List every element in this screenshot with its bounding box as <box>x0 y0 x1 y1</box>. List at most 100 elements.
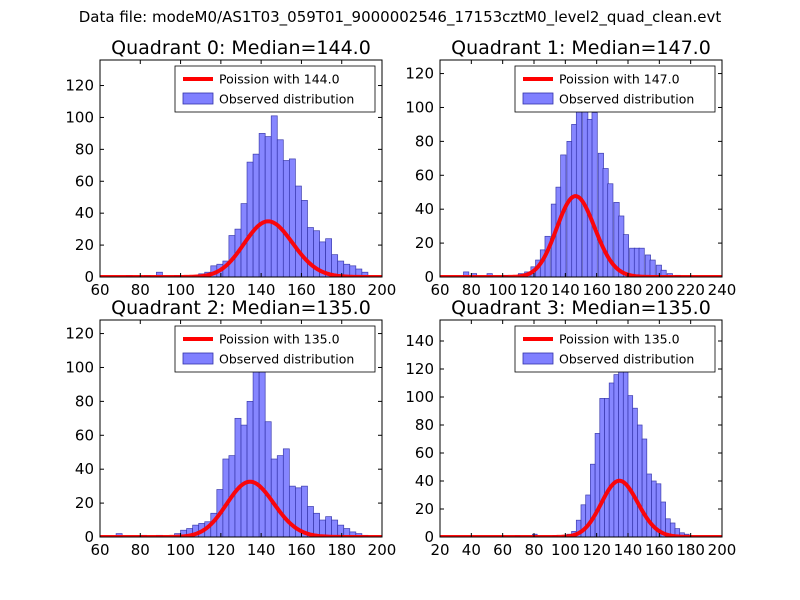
x-tick-label: 100 <box>551 541 580 559</box>
histogram-bar <box>599 398 605 537</box>
y-tick-label: 80 <box>75 392 94 410</box>
quadrant-0-chart: Quadrant 0: Median=144.0 60 80 100 120 140 160… <box>65 37 402 300</box>
histogram-bar <box>246 401 254 537</box>
legend-poisson-label: Poission with 135.0 <box>559 332 680 347</box>
x-tick-label: 60 <box>90 541 109 559</box>
histogram-bar <box>295 185 302 277</box>
histogram-bar <box>637 424 643 537</box>
histogram-bar <box>234 417 242 537</box>
y-tick-label: 20 <box>75 236 94 254</box>
histogram-bar <box>331 519 339 537</box>
y-tick-label: 60 <box>415 166 434 184</box>
x-tick-label: 200 <box>708 541 737 559</box>
histogram-bar <box>270 115 278 277</box>
histogram-bar <box>613 374 619 537</box>
figure-title: Data file: modeM0/AS1T03_059T01_90000025… <box>78 8 722 26</box>
x-tick-label: 160 <box>287 281 316 299</box>
histogram-bar <box>622 234 629 277</box>
histogram-bar <box>264 421 272 537</box>
axes-frame <box>99 59 383 278</box>
x-tick-label: 60 <box>90 281 109 299</box>
histogram-bar <box>638 247 645 277</box>
histogram-bar <box>660 269 667 277</box>
y-tick-label: 120 <box>65 77 94 95</box>
legend-poisson-label: Poission with 147.0 <box>559 72 680 87</box>
histogram-bar <box>585 494 591 537</box>
histogram-bar <box>301 200 308 277</box>
legend-bar-label: Observed distribution <box>219 92 354 107</box>
x-tick-label: 200 <box>645 281 674 299</box>
y-tick-label: 100 <box>405 388 434 406</box>
plot-area <box>440 100 722 277</box>
histogram-bar <box>618 351 624 537</box>
x-tick-label: 80 <box>462 281 481 299</box>
x-tick-label: 100 <box>166 541 195 559</box>
y-tick-label: 120 <box>65 325 94 343</box>
x-tick-label: 80 <box>131 281 150 299</box>
legend-bar-swatch <box>182 92 214 105</box>
histogram-bar <box>649 259 656 277</box>
y-tick-label: 0 <box>424 528 434 546</box>
y-tick-label: 40 <box>415 200 434 218</box>
x-tick-label: 160 <box>645 541 674 559</box>
chart-title: Quadrant 1: Median=147.0 <box>451 37 711 59</box>
legend-poisson-label: Poission with 144.0 <box>219 72 340 87</box>
histogram-bar <box>325 516 332 537</box>
legend-bar-label: Observed distribution <box>559 352 694 367</box>
x-tick-label: 20 <box>430 541 449 559</box>
y-tick-label: 80 <box>415 132 434 150</box>
y-tick-label: 0 <box>84 528 94 546</box>
legend: Poission with 135.0 Observed distribution <box>514 325 716 373</box>
histogram-bar <box>575 110 582 277</box>
x-tick-label: 180 <box>614 281 643 299</box>
legend-bar-label: Observed distribution <box>559 92 694 107</box>
legend: Poission with 135.0 Observed distribution <box>174 325 376 373</box>
histogram-bar <box>463 271 470 277</box>
x-tick-label: 140 <box>614 541 643 559</box>
poisson-curve <box>440 194 722 277</box>
histogram-bar <box>632 407 638 537</box>
x-tick-label: 120 <box>207 281 236 299</box>
histogram-bar <box>156 271 163 277</box>
histogram-bar <box>258 133 266 277</box>
histogram-bar <box>604 398 610 537</box>
y-tick-label: 40 <box>415 472 434 490</box>
x-tick-label: 180 <box>327 541 356 559</box>
legend-bar-swatch <box>182 352 214 365</box>
y-tick-label: 80 <box>75 140 94 158</box>
y-tick-label: 0 <box>424 268 434 286</box>
y-tick-label: 20 <box>415 500 434 518</box>
x-tick-label: 160 <box>582 281 611 299</box>
legend-poisson-label: Poission with 135.0 <box>219 332 340 347</box>
x-tick-label: 80 <box>524 541 543 559</box>
plot-area <box>100 115 382 277</box>
y-tick-label: 60 <box>75 172 94 190</box>
histogram-bar <box>282 160 290 277</box>
y-tick-label: 20 <box>75 494 94 512</box>
histogram-bar <box>361 271 369 277</box>
y-tick-label: 40 <box>75 460 94 478</box>
quadrant-1-chart: Quadrant 1: Median=147.0 60 80 100 120 140 160… <box>405 37 742 300</box>
x-tick-label: 160 <box>287 541 316 559</box>
x-tick-label: 180 <box>327 281 356 299</box>
y-tick-label: 80 <box>415 416 434 434</box>
histogram-bar <box>307 227 314 277</box>
y-tick-label: 120 <box>405 65 434 83</box>
x-tick-label: 120 <box>207 541 236 559</box>
x-tick-label: 140 <box>551 281 580 299</box>
chart-title: Quadrant 3: Median=135.0 <box>451 297 711 319</box>
x-tick-label: 80 <box>131 541 150 559</box>
y-tick-label: 100 <box>65 358 94 376</box>
histogram-bar <box>252 153 260 277</box>
histogram-bar <box>627 395 634 537</box>
x-tick-label: 140 <box>247 541 276 559</box>
legend-bar-swatch <box>522 92 554 105</box>
x-tick-label: 140 <box>247 281 276 299</box>
y-tick-label: 60 <box>75 426 94 444</box>
x-tick-label: 100 <box>488 281 517 299</box>
x-tick-label: 180 <box>676 541 705 559</box>
histogram-bar <box>288 158 296 277</box>
histogram-bar <box>646 473 652 537</box>
histogram-bar <box>246 161 254 277</box>
histogram-bar <box>590 463 596 537</box>
